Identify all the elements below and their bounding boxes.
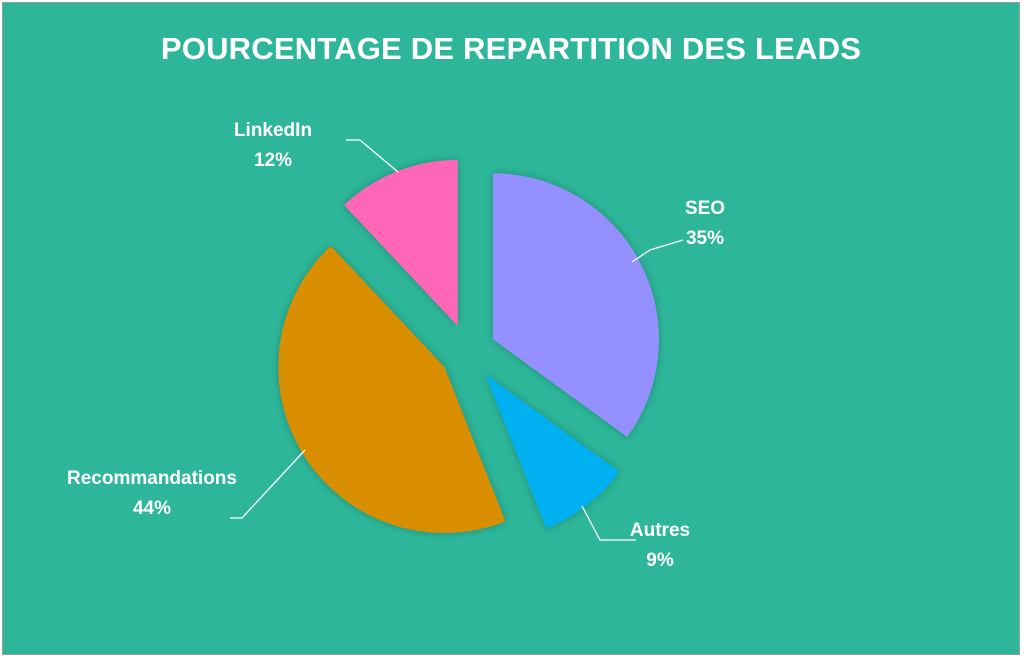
slice-label-name: SEO [685,198,725,219]
leader-line-linkedin [346,139,399,173]
chart-title: POURCENTAGE DE REPARTITION DES LEADS [160,31,862,66]
pie-slice-seo [492,173,659,437]
pie-slice-linkedin [344,159,458,326]
slice-label-name: Autres [630,520,690,541]
slice-label-value: 9% [646,550,674,571]
pie-slice-autres [485,374,620,529]
leader-line-autres [581,505,636,541]
pie-slice-recommandations [278,245,506,534]
leader-line-seo [631,239,684,263]
slice-label-value: 44% [133,498,171,519]
slice-label-name: Recommandations [67,468,237,489]
slice-label-name: LinkedIn [234,120,312,141]
leader-line-recommandations [230,449,306,519]
slice-label-value: 12% [254,150,292,171]
slice-label-value: 35% [686,228,724,249]
